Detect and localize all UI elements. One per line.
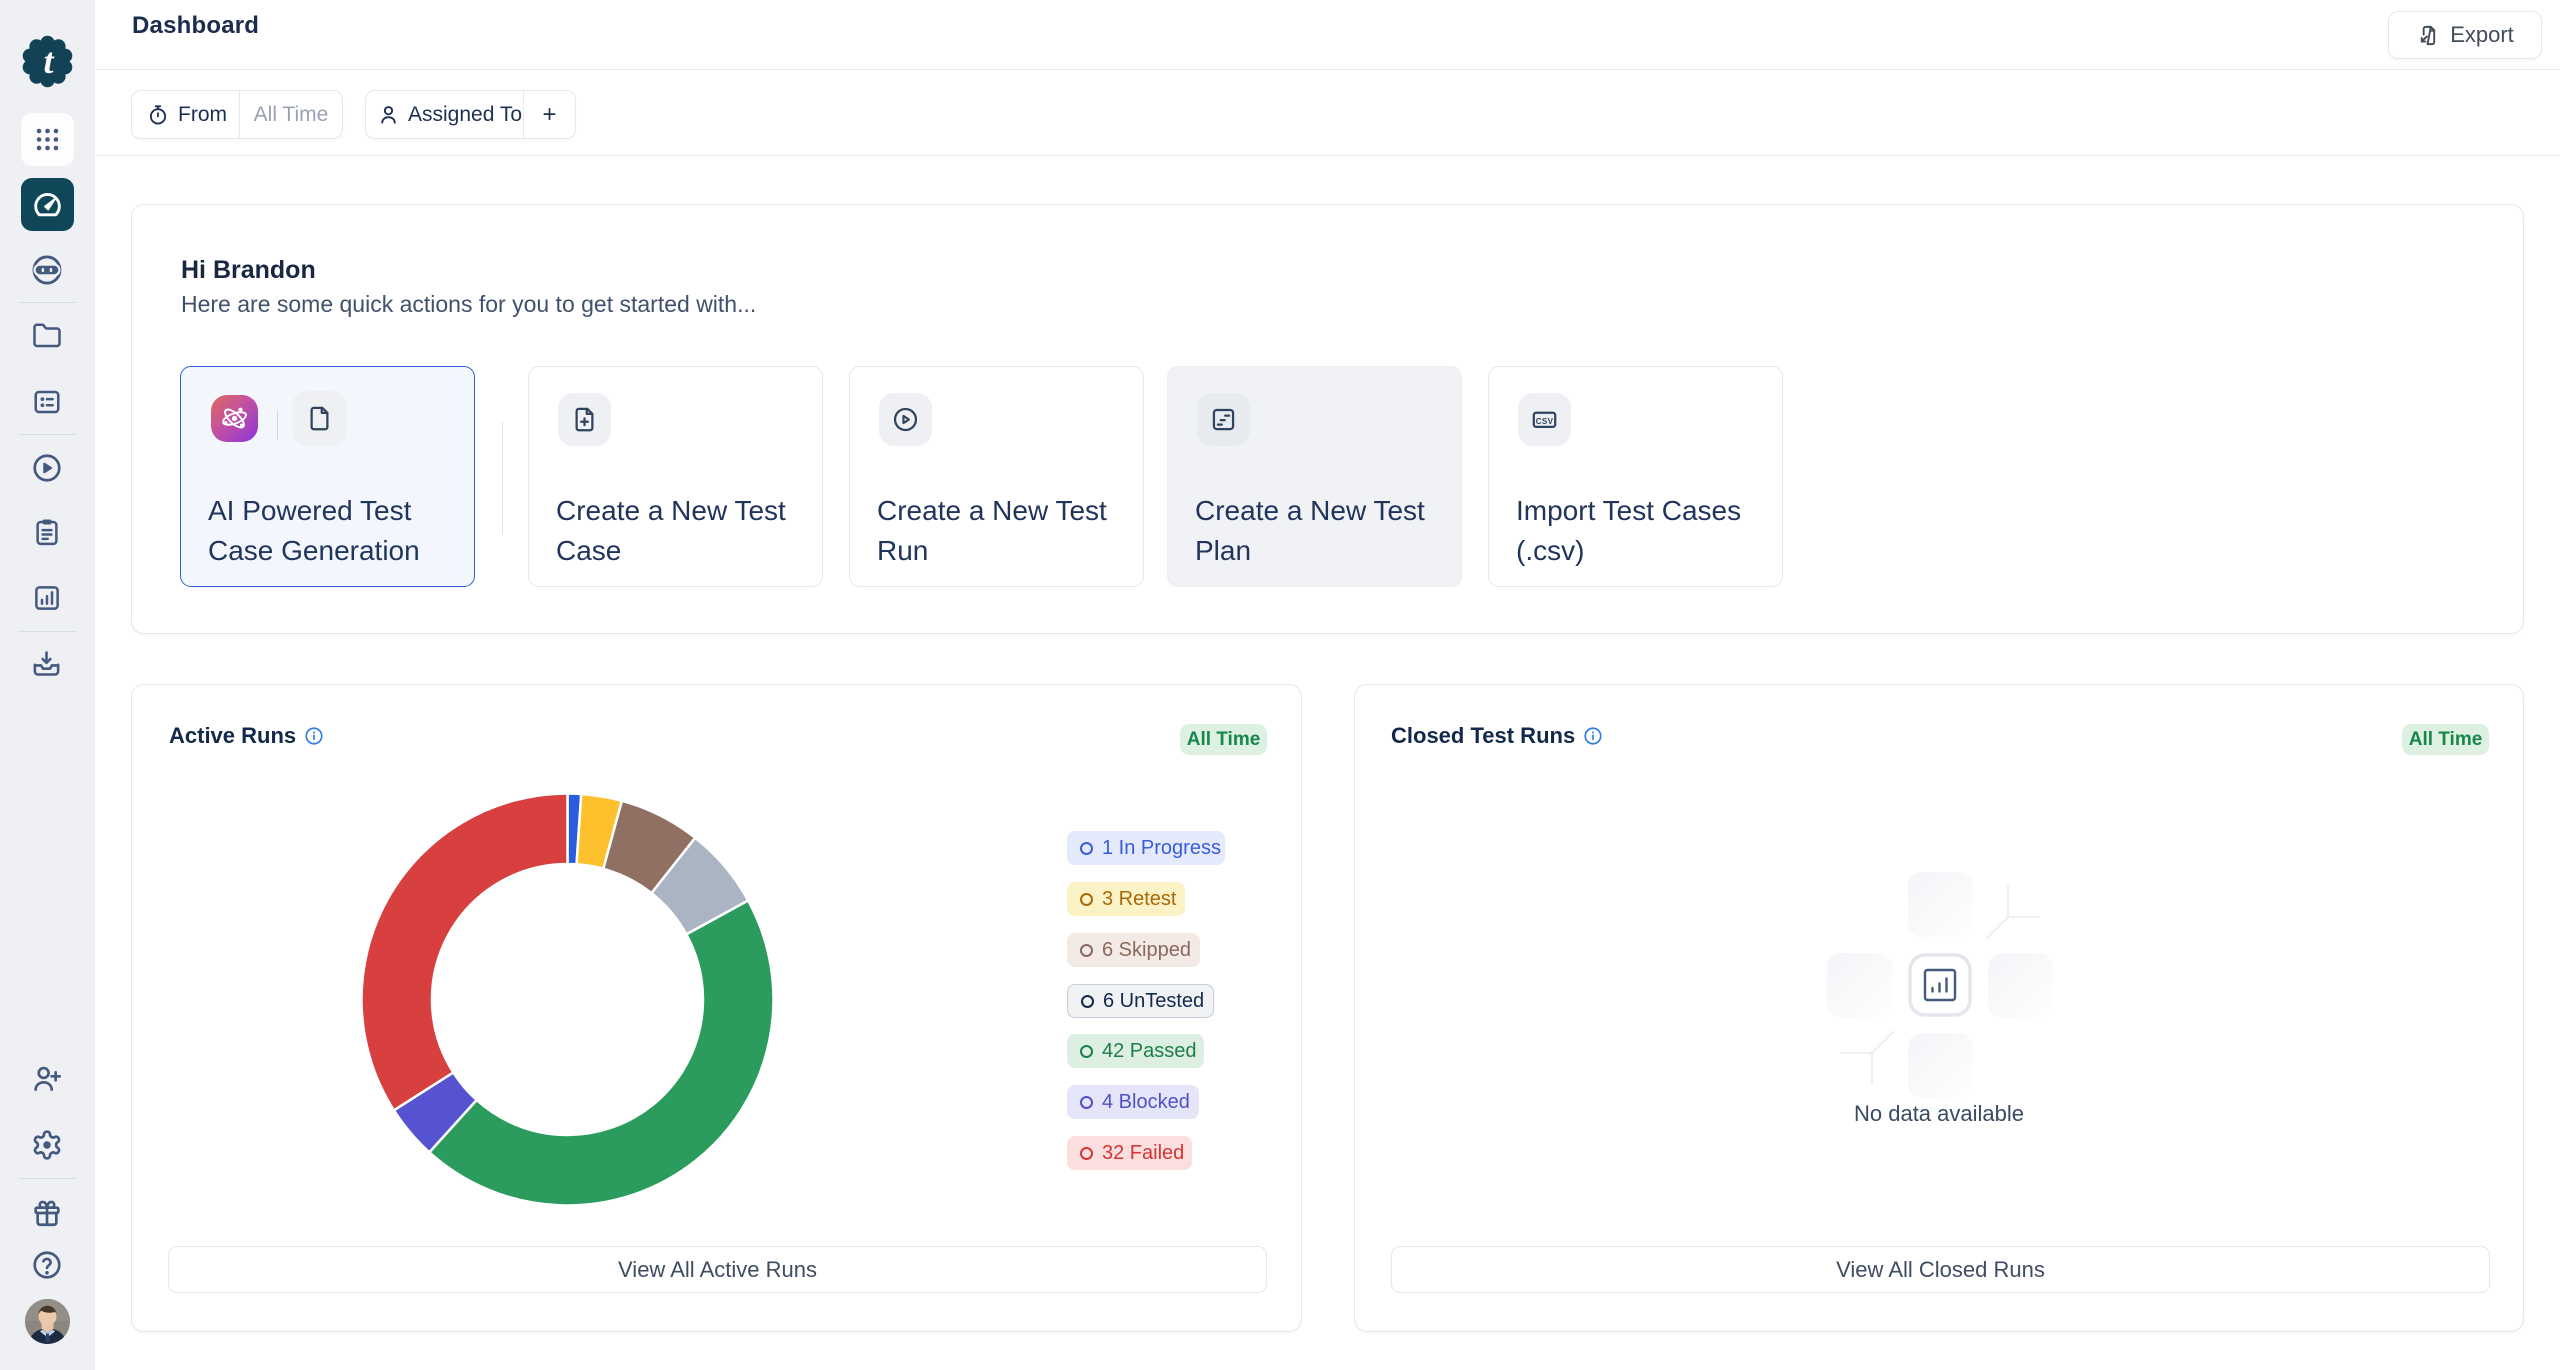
svg-text:CSV: CSV bbox=[1536, 417, 1554, 426]
svg-text:t: t bbox=[43, 41, 54, 81]
